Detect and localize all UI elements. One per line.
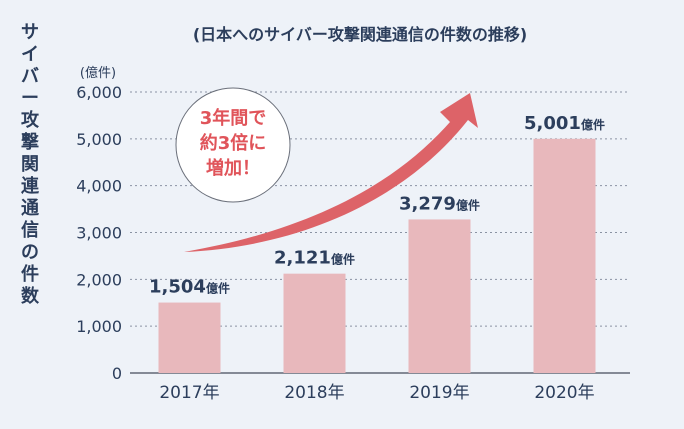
y-axis-label-char: 関 [21, 154, 39, 175]
callout-circle [175, 87, 291, 203]
y-axis-label-char: サ [21, 22, 39, 43]
growth-arrow [184, 93, 478, 252]
x-tick-label: 2018年 [284, 383, 344, 403]
callout-text-line: 3年間で [200, 107, 267, 129]
y-axis-label-char: の [21, 242, 39, 263]
y-axis-label-char: 信 [21, 220, 39, 241]
data-label-value: 1,504 [149, 277, 206, 298]
data-label-value: 2,121 [274, 248, 331, 269]
data-label-unit: 億件 [331, 252, 355, 267]
y-tick-labels: 0 1,000 2,000 3,000 4,000 5,000 6,000 [76, 83, 122, 383]
data-label: 1,504億件 [149, 277, 230, 298]
x-tick-label: 2020年 [534, 383, 594, 403]
y-tick-label: 0 [112, 364, 122, 383]
y-axis-label-char: 通 [21, 198, 39, 219]
y-tick-label: 3,000 [76, 224, 122, 243]
y-axis-label-char: 件 [21, 264, 39, 285]
y-tick-label: 6,000 [76, 83, 122, 102]
callout-text-line: 増加！ [206, 157, 260, 179]
data-label: 2,121億件 [274, 248, 355, 269]
y-axis-label-char: 攻 [21, 110, 39, 131]
bar [283, 273, 346, 373]
y-axis-label-char: 撃 [21, 132, 39, 153]
data-label-unit: 億件 [581, 117, 605, 132]
growth-arrow-shape [184, 93, 478, 252]
data-label-unit: 億件 [206, 281, 230, 296]
y-tick-label: 1,000 [76, 317, 122, 336]
y-tick-label: 4,000 [76, 177, 122, 196]
y-axis-label-char: 連 [21, 176, 39, 197]
x-tick-labels: 2017年 2018年 2019年 2020年 [159, 383, 594, 403]
data-label-value: 3,279 [399, 193, 456, 214]
y-axis-label: サイバー攻撃関連通信の件数 [14, 22, 46, 308]
y-axis-label-char: ー [21, 88, 39, 109]
callout-text-line: 約3倍に [200, 132, 267, 154]
data-label-unit: 億件 [456, 197, 480, 212]
bar [408, 219, 471, 373]
data-label-value: 5,001 [524, 113, 581, 134]
y-axis-label-char: イ [21, 44, 39, 65]
bars [158, 138, 596, 373]
data-label: 5,001億件 [524, 113, 605, 134]
data-label: 3,279億件 [399, 193, 480, 214]
bar [533, 138, 596, 373]
y-axis-label-char: バ [21, 66, 39, 87]
x-tick-label: 2019年 [409, 383, 469, 403]
y-tick-label: 2,000 [76, 270, 122, 289]
bar [158, 302, 221, 373]
y-tick-label: 5,000 [76, 130, 122, 149]
x-tick-label: 2017年 [159, 383, 219, 403]
y-unit-label: (億件) [80, 65, 116, 81]
y-axis-label-char: 数 [21, 286, 39, 307]
chart-title: (日本へのサイバー攻撃関連通信の件数の推移) [193, 25, 527, 44]
